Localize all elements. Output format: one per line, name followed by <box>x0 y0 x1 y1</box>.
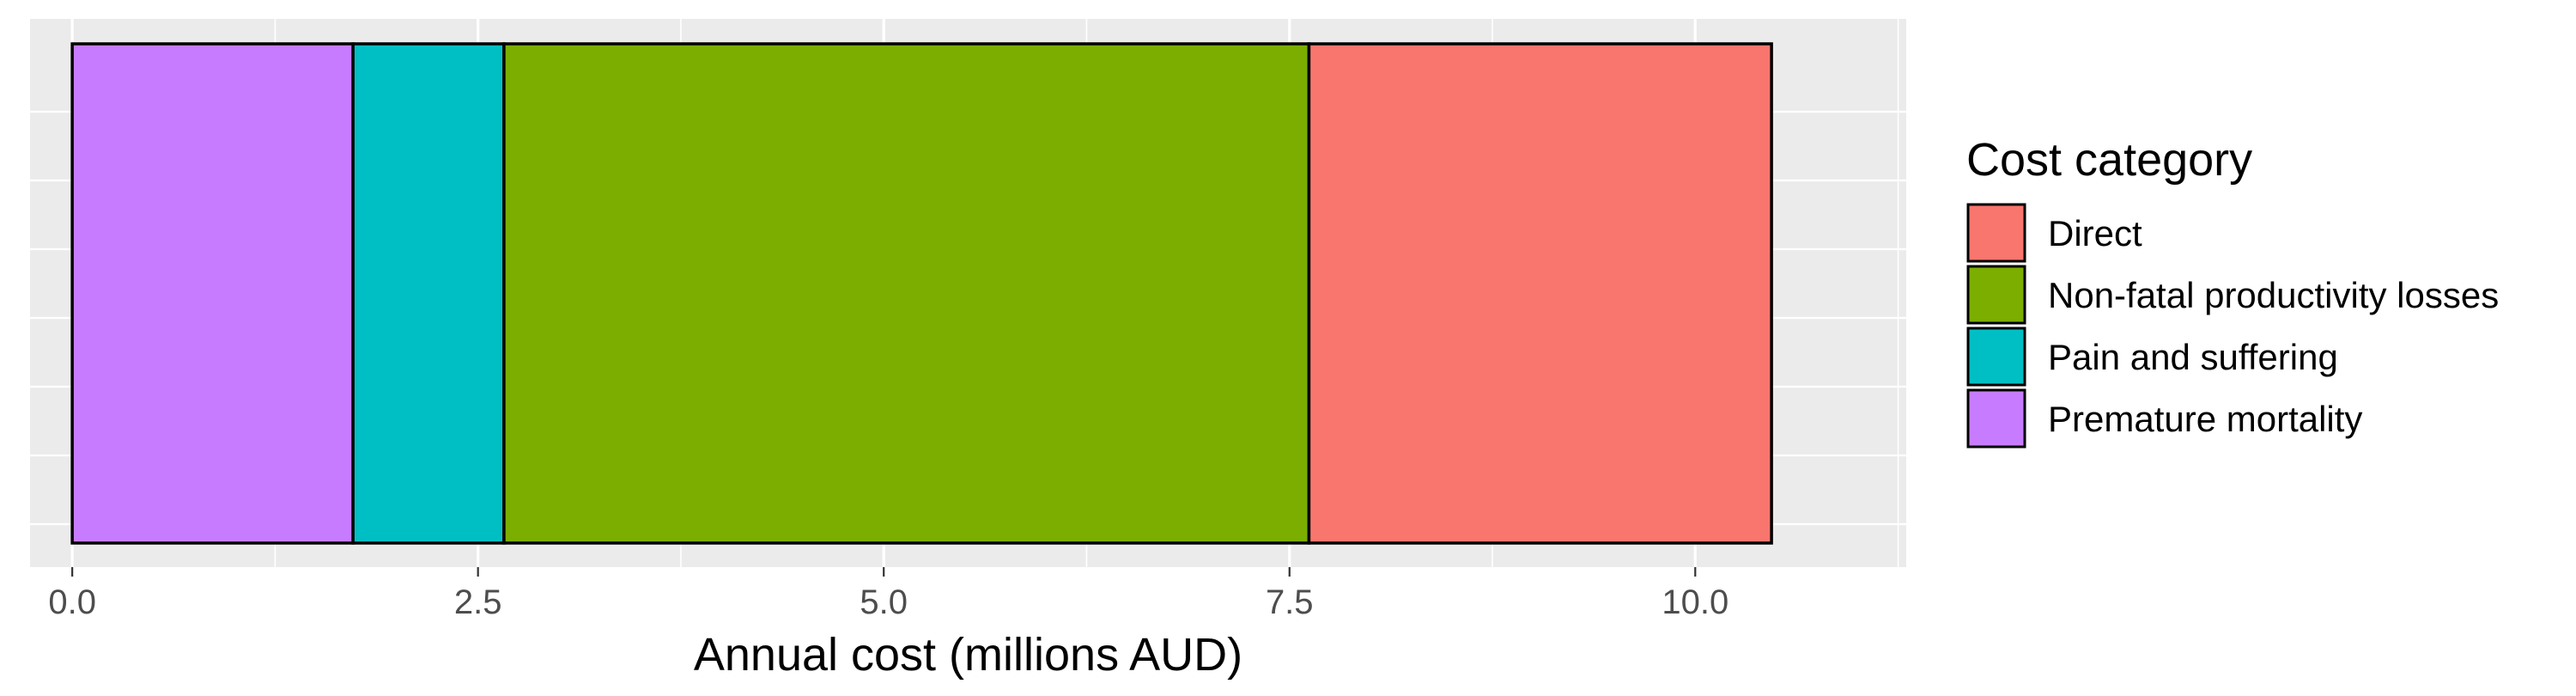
bar-segment-pain-and-suffering <box>351 42 506 545</box>
legend-title: Cost category <box>1966 134 2252 186</box>
x-tick-label: 5.0 <box>860 583 908 621</box>
legend-label: Direct <box>2048 213 2142 253</box>
x-axis-title: Annual cost (millions AUD) <box>694 629 1242 681</box>
bar-segment-direct <box>1307 42 1773 545</box>
x-tick-label: 7.5 <box>1266 583 1314 621</box>
legend-key-premature-mortality <box>1966 388 2026 449</box>
legend-label: Premature mortality <box>2048 399 2362 439</box>
legend-key-non-fatal-productivity-losses <box>1966 265 2026 325</box>
legend-key-direct <box>1966 203 2026 263</box>
bar-segment-premature-mortality <box>70 42 355 545</box>
legend-label: Non-fatal productivity losses <box>2048 275 2499 315</box>
bar-segment-non-fatal-productivity-losses <box>502 42 1311 545</box>
x-axis-ticks: 0.0 2.5 5.0 7.5 10.0 <box>48 567 1728 621</box>
x-tick-label: 0.0 <box>48 583 96 621</box>
bar-segments <box>70 42 1773 545</box>
legend-key-pain-and-suffering <box>1966 327 2026 387</box>
legend-label: Pain and suffering <box>2048 337 2338 377</box>
x-tick-label: 10.0 <box>1662 583 1728 621</box>
legend: Cost category Direct Non-fatal productivi… <box>1966 134 2499 449</box>
x-tick-label: 2.5 <box>454 583 502 621</box>
